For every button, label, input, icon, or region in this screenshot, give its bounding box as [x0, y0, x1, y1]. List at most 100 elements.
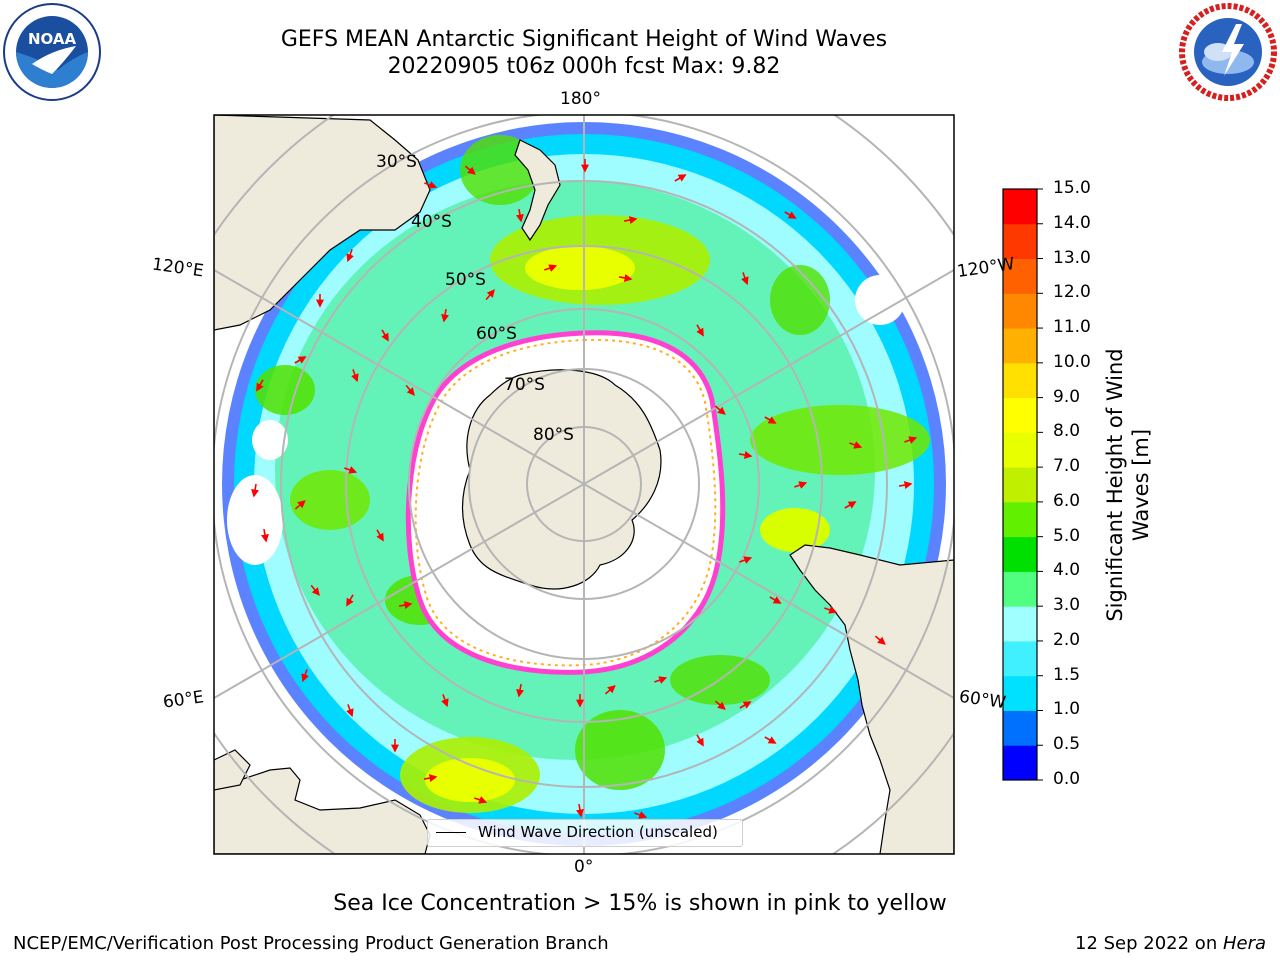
- lon-label-0: 0°: [574, 857, 594, 877]
- wave-direction-arrow: [784, 211, 797, 219]
- wave-direction-arrow: [844, 501, 857, 509]
- wave-direction-arrow: [874, 635, 886, 645]
- wave-direction-arrow: [515, 208, 524, 223]
- wave-direction-arrow: [485, 289, 495, 301]
- colorbar-tick-label: 14.0: [1053, 212, 1091, 233]
- caption: Sea Ice Concentration > 15% is shown in …: [333, 891, 947, 916]
- colorbar-bin: [1003, 606, 1037, 642]
- footer-date-text: 12 Sep 2022 on: [1075, 933, 1223, 954]
- wave-direction-arrow: [346, 249, 354, 263]
- colorbar-bin: [1003, 640, 1037, 677]
- colorbar-tick-label: 13.0: [1053, 247, 1091, 268]
- wave-direction-arrow: [441, 308, 450, 323]
- wave-direction-arrow: [714, 405, 726, 415]
- colorbar-bin: [1003, 467, 1037, 503]
- colorbar-tick-label: 8.0: [1053, 421, 1081, 442]
- colorbar-bin: [1003, 362, 1037, 399]
- colorbar-tick-label: 0.5: [1053, 734, 1081, 755]
- map-legend: Wind Wave Direction (unscaled): [427, 819, 743, 847]
- colorbar-bin: [1003, 675, 1037, 711]
- new-zealand: [514, 139, 561, 242]
- colorbar-bin: [1003, 710, 1037, 746]
- map-area: [214, 115, 954, 854]
- colorbar-label-line2: Waves [m]: [1129, 428, 1153, 542]
- colorbar-tick-label: 2.0: [1053, 629, 1081, 650]
- legend-label: Wind Wave Direction (unscaled): [478, 823, 718, 841]
- wave-direction-arrow: [544, 264, 558, 272]
- wave-direction-arrow: [618, 273, 633, 282]
- colorbar-tick-label: 9.0: [1053, 386, 1081, 407]
- wave-direction-arrow: [260, 528, 269, 543]
- colorbar-bin: [1003, 293, 1037, 329]
- wind-wave-arrows: [251, 159, 918, 819]
- colorbar-tick-label: 5.0: [1053, 525, 1081, 546]
- colorbar-tick-label: 3.0: [1053, 595, 1081, 616]
- wave-direction-arrow: [441, 694, 449, 708]
- colorbar-bin: [1003, 501, 1037, 538]
- chart-subtitle: 20220905 t06z 000h fcst Max: 9.82: [387, 54, 781, 79]
- lon-label-180: 180°: [560, 89, 601, 109]
- lat-label-50s: 50°S: [445, 270, 486, 290]
- chart-title: GEFS MEAN Antarctic Significant Height o…: [280, 27, 888, 52]
- lat-label-30s: 30°S: [376, 152, 417, 172]
- wave-direction-arrow: [674, 174, 687, 182]
- wave-direction-arrow: [575, 803, 584, 818]
- colorbar-tick-label: 4.0: [1053, 560, 1081, 581]
- wave-direction-arrow: [739, 556, 753, 564]
- wave-direction-arrow: [301, 669, 309, 683]
- wave-direction-arrow: [256, 379, 264, 392]
- colorbar-tick-label: 15.0: [1053, 178, 1091, 198]
- footer-host: Hera: [1222, 933, 1266, 954]
- footer-date: 12 Sep 2022 on Hera: [1075, 933, 1266, 954]
- wave-direction-arrow: [904, 436, 918, 444]
- wave-direction-arrow: [741, 272, 749, 286]
- colorbar-bin: [1003, 397, 1037, 433]
- colorbar-tick-label: 0.0: [1053, 769, 1081, 789]
- wave-direction-arrow: [376, 529, 384, 542]
- wave-direction-arrow: [405, 384, 415, 396]
- colorbar-tick-label: 10.0: [1053, 351, 1091, 372]
- colorbar: [1003, 188, 1043, 781]
- wave-direction-arrow: [898, 481, 913, 490]
- lat-label-60s: 60°S: [476, 324, 517, 344]
- wave-direction-arrow: [623, 216, 638, 225]
- wave-direction-arrow: [696, 324, 704, 337]
- wave-direction-arrow: [824, 606, 838, 614]
- wave-direction-arrow: [849, 441, 863, 449]
- colorbar-bin: [1003, 223, 1037, 260]
- wave-direction-arrow: [794, 481, 808, 489]
- wave-direction-arrow: [769, 596, 782, 604]
- wave-direction-arrow: [654, 676, 668, 684]
- map-frame: [213, 114, 955, 855]
- colorbar-bin: [1003, 328, 1037, 364]
- wave-direction-arrow: [464, 165, 476, 175]
- graticule: [214, 115, 954, 854]
- colorbar-label-line1: Significant Height of Wind: [1103, 348, 1127, 622]
- svg-text:NOAA: NOAA: [28, 30, 77, 48]
- colorbar-bin: [1003, 432, 1037, 468]
- wave-direction-arrow: [294, 500, 306, 510]
- lat-label-40s: 40°S: [411, 212, 452, 232]
- wave-direction-arrow: [739, 701, 752, 709]
- wave-direction-arrow: [346, 704, 354, 718]
- colorbar-tick-label: 11.0: [1053, 317, 1091, 338]
- colorbar-tick-label: 12.0: [1053, 282, 1091, 303]
- wave-direction-arrow: [351, 369, 359, 383]
- noaa-logo: NOAA: [3, 3, 101, 101]
- wave-direction-arrow: [251, 483, 260, 498]
- colorbar-frame: [1002, 188, 1038, 781]
- wave-direction-arrow: [344, 466, 358, 474]
- wave-direction-arrow: [474, 796, 488, 804]
- wave-direction-arrow: [310, 584, 320, 596]
- wave-direction-arrow: [424, 181, 438, 189]
- colorbar-bin: [1003, 745, 1037, 781]
- colorbar-tick-label: 7.0: [1053, 456, 1081, 477]
- nws-logo: [1179, 3, 1277, 101]
- wave-direction-arrow: [423, 774, 438, 783]
- wave-direction-arrow: [398, 601, 413, 610]
- wave-direction-arrow: [764, 736, 777, 744]
- colorbar-bin: [1003, 536, 1037, 572]
- colorbar-tick-label: 1.5: [1053, 664, 1081, 685]
- wave-direction-arrow: [634, 811, 648, 819]
